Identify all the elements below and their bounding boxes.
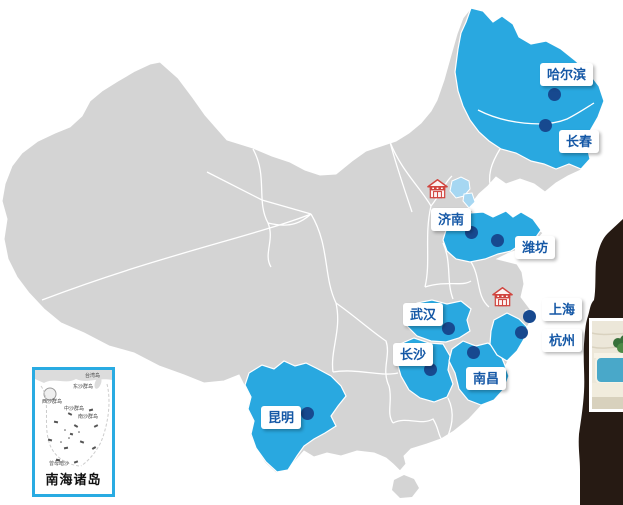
city-label-shanghai: 上海 (542, 298, 583, 321)
hq-building-icon-beijing (427, 179, 448, 199)
city-label-changsha: 长沙 (393, 343, 434, 366)
city-dot-hangzhou (515, 326, 528, 339)
city-label-hangzhou: 杭州 (542, 329, 583, 352)
inset-title: 南海诸岛 (45, 472, 102, 487)
city-label-harbin: 哈尔滨 (540, 63, 594, 86)
south-china-sea-inset: 台湾岛 东沙群岛 西沙群岛 中沙群岛 南沙群岛 曾母暗沙 南海诸岛 (32, 367, 115, 497)
island-label-zhongsha: 中沙群岛 (64, 406, 85, 412)
south-china-sea-map (35, 370, 112, 467)
hq-building-icon-shanghai (492, 287, 513, 307)
city-dot-nanchang (467, 346, 480, 359)
city-label-wuhan: 武汉 (403, 303, 444, 326)
island-label-dongsha: 东沙群岛 (73, 384, 94, 390)
heilongjiang-jilin-border (477, 102, 595, 125)
interior-photo-art (592, 321, 623, 409)
region-tianjin (462, 192, 476, 209)
city-dot-kunming (301, 407, 314, 420)
city-dot-changchun (539, 119, 552, 132)
light-highlight-regions (449, 176, 476, 209)
city-dot-wuhan (442, 322, 455, 335)
island-label-nansha: 南沙群岛 (78, 414, 99, 420)
city-label-jinan: 济南 (431, 208, 472, 231)
city-dot-shanghai (523, 310, 536, 323)
city-dot-changsha (424, 363, 437, 376)
plant-icon (613, 335, 623, 353)
hainan-island (392, 475, 419, 498)
island-label-xisha: 西沙群岛 (42, 399, 63, 405)
region-beijing (449, 176, 471, 199)
island-label-zengmu: 曾母暗沙 (49, 461, 70, 467)
city-label-changchun: 长春 (559, 130, 600, 153)
city-label-weifang: 潍坊 (515, 236, 556, 259)
interior-photo (589, 318, 623, 412)
province-zhejiang (489, 312, 528, 362)
city-dot-weifang (491, 234, 504, 247)
city-label-kunming: 昆明 (261, 406, 302, 429)
island-label-taiwan: 台湾岛 (85, 373, 101, 379)
island-marks (47, 408, 99, 464)
city-label-nanchang: 南昌 (466, 367, 507, 390)
city-dot-harbin (548, 88, 561, 101)
